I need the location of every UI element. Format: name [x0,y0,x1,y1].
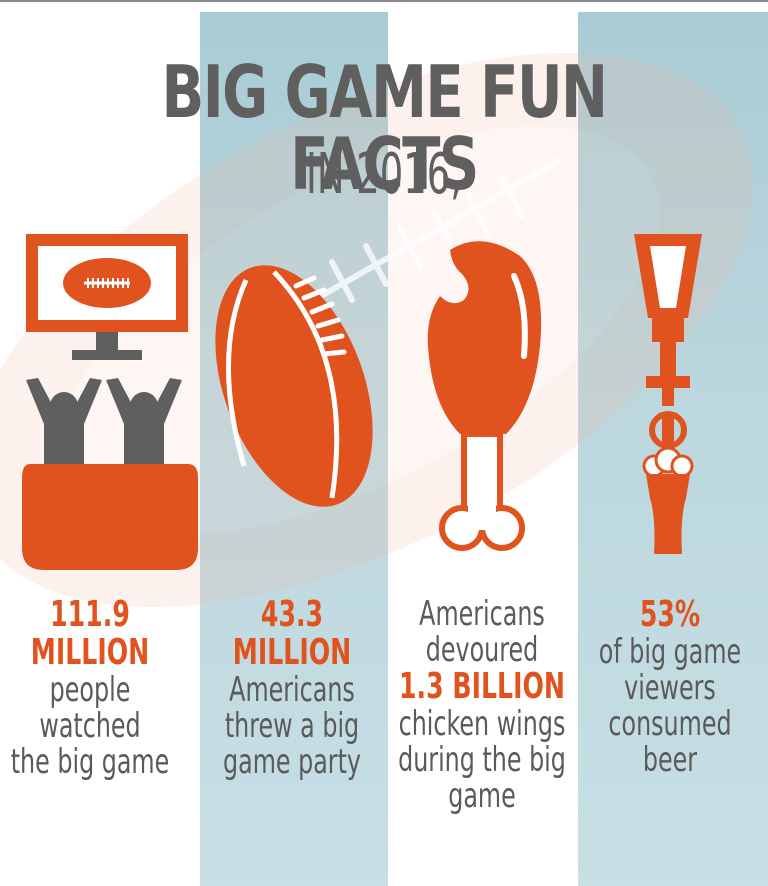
fact-text: during the big [398,740,566,780]
fact-highlight: 43.3 MILLION [232,594,352,673]
top-border [0,0,768,2]
fact-text: chicken wings [398,704,566,744]
fact-highlight: 1.3 BILLION [398,666,566,707]
page-subtitle: IN 2016, [305,142,463,207]
fact-viewers: 111.9 MILLION people watched the big gam… [0,594,181,782]
fact-text: devoured [425,630,539,670]
page-title: BIG GAME FUN FACTS [161,50,609,206]
fact-text: game [448,776,516,816]
football-icon [215,265,373,507]
fact-text: viewers [624,668,716,708]
fact-highlight: 53% [639,594,701,635]
fact-text: the big game [10,742,170,782]
fact-text: people watched [39,670,141,746]
fact-text: Americans [229,670,355,710]
fact-text: of big game [598,632,742,672]
beer-tap-icon [634,234,702,554]
fact-parties: 43.3 MILLION Americans threw a big game … [201,594,383,782]
chicken-wing-icon [427,241,542,551]
fact-beer: 53% of big game viewers consumed beer [579,594,761,780]
fact-chicken-wings: Americans devoured 1.3 BILLION chicken w… [391,596,573,814]
fact-text: consumed beer [608,704,732,780]
fans-couch-icon [22,378,198,570]
fact-text: threw a big [224,706,360,746]
fact-text: game party [223,742,361,782]
tv-football-icon [26,234,188,360]
fact-text: Americans [419,594,545,634]
fact-highlight: 111.9 MILLION [30,594,150,673]
